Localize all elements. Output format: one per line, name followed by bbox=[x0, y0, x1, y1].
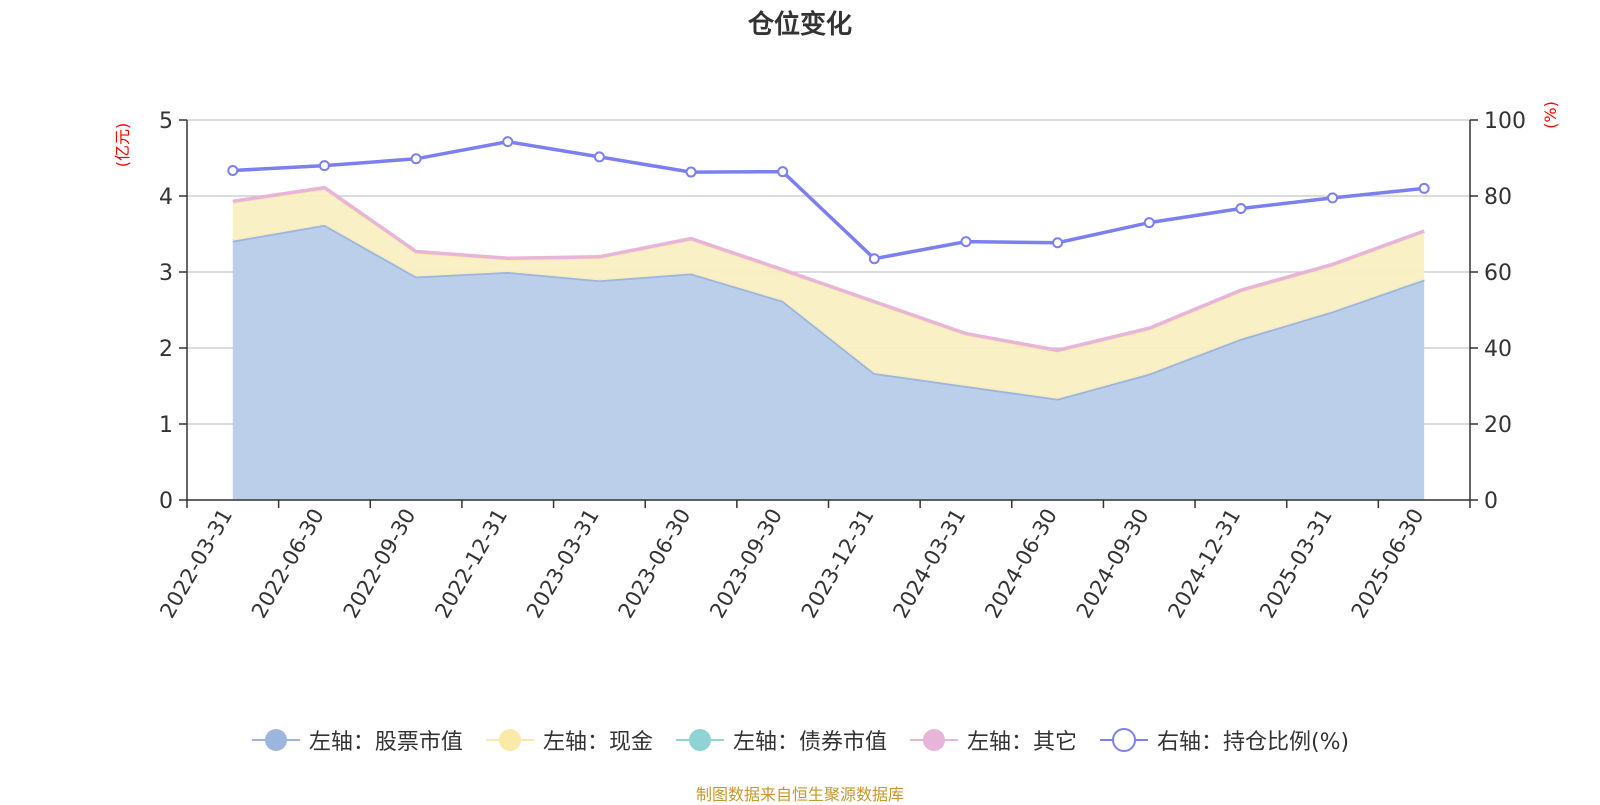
y-tick-label-left: 4 bbox=[159, 185, 173, 210]
x-tick-label: 2023-09-30 bbox=[705, 505, 787, 623]
legend-item[interactable]: 左轴：债券市值 bbox=[675, 724, 887, 756]
ratio-point bbox=[1235, 203, 1247, 215]
y-tick-label-right: 40 bbox=[1484, 337, 1512, 362]
legend-item[interactable]: 右轴：持仓比例(%) bbox=[1099, 724, 1349, 756]
x-tick-label: 2022-06-30 bbox=[247, 505, 329, 623]
legend-label: 左轴：其它 bbox=[966, 730, 1077, 755]
ratio-point bbox=[960, 236, 972, 248]
x-tick-label: 2024-03-31 bbox=[888, 505, 970, 623]
y-tick-label-left: 2 bbox=[159, 337, 173, 362]
y-axis-right-unit: (%) bbox=[1541, 101, 1560, 129]
y-axis-left-unit: (亿元) bbox=[113, 123, 132, 168]
ratio-point bbox=[1418, 182, 1430, 194]
legend-item[interactable]: 左轴：股票市值 bbox=[251, 724, 463, 756]
ratio-line bbox=[232, 139, 1425, 261]
y-tick-label-right: 60 bbox=[1484, 261, 1512, 286]
legend-item[interactable]: 左轴：现金 bbox=[485, 724, 653, 756]
area-0 bbox=[232, 224, 1425, 500]
ratio-point bbox=[685, 166, 697, 178]
x-tick-label: 2022-12-31 bbox=[430, 505, 512, 623]
y-tick-label-right: 0 bbox=[1484, 489, 1498, 514]
y-tick-label-right: 100 bbox=[1484, 109, 1526, 134]
legend-marker-icon bbox=[909, 729, 958, 751]
legend-label: 左轴：现金 bbox=[542, 730, 653, 755]
y-tick-label-left: 3 bbox=[159, 261, 173, 286]
x-tick-label: 2022-03-31 bbox=[155, 505, 237, 623]
x-tick-label: 2025-03-31 bbox=[1255, 505, 1337, 623]
legend-marker-icon bbox=[251, 729, 300, 751]
area-series bbox=[232, 185, 1425, 500]
ratio-point bbox=[1327, 192, 1339, 204]
legend-label: 左轴：债券市值 bbox=[732, 730, 887, 755]
y-tick-label-left: 5 bbox=[159, 109, 173, 134]
legend-item[interactable]: 左轴：其它 bbox=[909, 724, 1077, 756]
x-tick-label: 2024-12-31 bbox=[1163, 505, 1245, 623]
x-tick-label: 2024-06-30 bbox=[980, 505, 1062, 623]
ratio-point bbox=[777, 166, 789, 178]
y-tick-label-left: 1 bbox=[159, 413, 173, 438]
ratio-point bbox=[593, 151, 605, 163]
legend-marker-icon bbox=[675, 729, 724, 751]
x-tick-label: 2025-06-30 bbox=[1347, 505, 1429, 623]
x-tick-label: 2024-09-30 bbox=[1072, 505, 1154, 623]
legend-marker-icon bbox=[1099, 728, 1148, 752]
chart-title: 仓位变化 bbox=[747, 10, 852, 40]
ratio-point bbox=[1052, 237, 1064, 249]
area-1 bbox=[232, 188, 1425, 399]
x-tick-label: 2023-06-30 bbox=[614, 505, 696, 623]
legend: 左轴：股票市值 左轴：现金 左轴：债券市值 左轴：其它 右轴：持仓比例(%) bbox=[0, 724, 1600, 756]
legend-label: 左轴：股票市值 bbox=[308, 730, 463, 755]
y-tick-label-right: 80 bbox=[1484, 185, 1512, 210]
ratio-point bbox=[868, 253, 880, 265]
ratio-point bbox=[410, 153, 422, 165]
y-tick-label-right: 20 bbox=[1484, 413, 1512, 438]
y-tick-label-left: 0 bbox=[159, 489, 173, 514]
x-tick-label: 2022-09-30 bbox=[339, 505, 421, 623]
line-series bbox=[227, 136, 1430, 265]
legend-marker-icon bbox=[485, 729, 534, 751]
ratio-point bbox=[318, 160, 330, 172]
ratio-point bbox=[1143, 217, 1155, 229]
legend-label: 右轴：持仓比例(%) bbox=[1156, 730, 1350, 755]
ratio-point bbox=[502, 136, 514, 148]
x-tick-label: 2023-03-31 bbox=[522, 505, 604, 623]
area-line-3 bbox=[232, 185, 1425, 353]
source-note: 制图数据来自恒生聚源数据库 bbox=[695, 785, 904, 804]
ratio-point bbox=[227, 165, 239, 177]
x-tick-label: 2023-12-31 bbox=[797, 505, 879, 623]
